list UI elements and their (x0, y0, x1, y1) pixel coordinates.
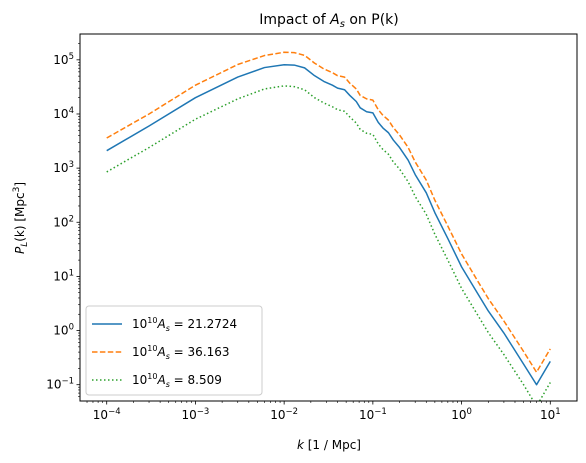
x-tick-label: 10−2 (270, 407, 298, 422)
x-axis-label: k [1 / Mpc] (297, 438, 361, 452)
legend-entry: 1010As = 8.509 (92, 372, 222, 389)
y-axis-label: PL(k) [Mpc3] (12, 182, 30, 254)
y-tick-label: 100 (53, 323, 74, 338)
series-line (106, 64, 551, 386)
series-line (106, 85, 551, 401)
x-tick-label: 10−1 (359, 407, 387, 422)
legend-entry: 1010As = 21.2724 (92, 316, 237, 333)
series-line (106, 51, 551, 373)
plot-frame (79, 33, 578, 402)
series-layer (106, 51, 551, 401)
legend-label: 1010As = 36.163 (132, 344, 230, 361)
y-tick-label: 102 (53, 214, 74, 229)
x-tick-label: 10−3 (182, 407, 210, 422)
plot-area (79, 33, 578, 402)
chart-title: Impact of As on P(k) (259, 12, 398, 30)
y-tick-label: 10−1 (46, 377, 74, 392)
legend-label: 1010As = 21.2724 (132, 316, 237, 333)
x-tick-label: 10−4 (93, 407, 121, 422)
y-tick-label: 104 (53, 106, 74, 121)
legend-entry: 1010As = 36.163 (92, 344, 230, 361)
x-tick-label: 100 (451, 407, 472, 422)
y-tick-label: 105 (53, 52, 74, 67)
y-tick-label: 103 (53, 160, 74, 175)
legend: 1010As = 21.2724 1010As = 36.163 1010As … (85, 305, 263, 396)
y-tick-label: 101 (53, 268, 74, 283)
legend-frame (85, 305, 263, 396)
x-tick-label: 101 (540, 407, 561, 422)
x-axis: 10−4 10−3 10−2 10−1 100 101 (86, 401, 561, 422)
legend-label: 1010As = 8.509 (132, 372, 222, 389)
y-axis: 10−1 100 101 102 103 104 105 (46, 43, 80, 398)
